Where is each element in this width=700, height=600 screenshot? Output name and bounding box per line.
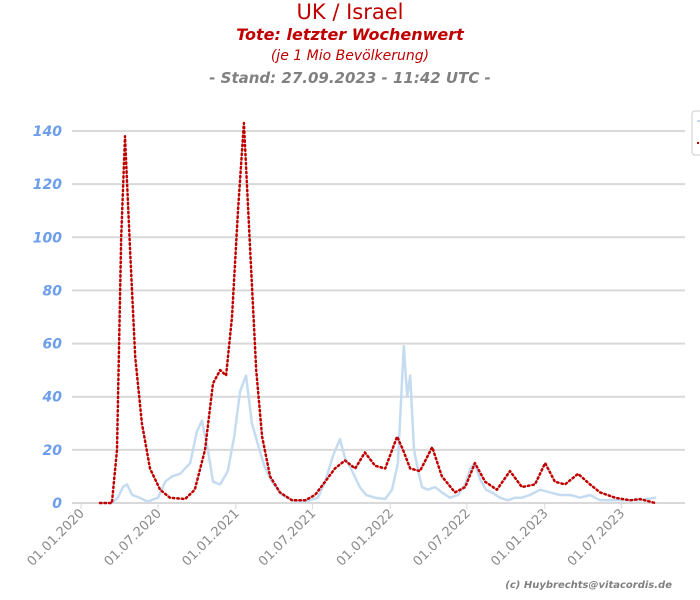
y-tick-label: 0: [52, 496, 62, 512]
chart-subtitle-units: (je 1 Mio Bevölkerung): [270, 48, 430, 64]
x-tick-label: 01.07.2021: [256, 506, 319, 569]
y-tick-label: 60: [43, 337, 63, 353]
x-tick-label: 01.07.2020: [102, 506, 165, 569]
x-tick-label: 01.01.2021: [179, 506, 242, 569]
x-tick-label: 01.07.2023: [565, 506, 628, 569]
x-tick-label: 01.01.2023: [488, 506, 551, 569]
x-tick-label: 01.01.2020: [25, 506, 88, 569]
chart-timestamp: - Stand: 27.09.2023 - 11:42 UTC -: [209, 69, 491, 87]
chart-title: UK / Israel: [296, 0, 404, 24]
y-tick-label: 120: [33, 177, 62, 193]
legend-box: [691, 110, 700, 156]
credit: (c) Huybrechts@vitacordis.de: [505, 580, 672, 591]
y-tick-label: 140: [33, 124, 62, 140]
series-line-1: [98, 121, 657, 505]
y-tick-label: 40: [42, 390, 63, 406]
x-tick-label: 01.07.2022: [410, 506, 473, 569]
x-tick-label: 01.01.2022: [334, 506, 397, 569]
y-tick-label: 80: [43, 283, 63, 299]
y-tick-label: 20: [43, 443, 63, 459]
y-tick-label: 100: [33, 230, 62, 246]
chart-subtitle: Tote: letzter Wochenwert: [236, 25, 464, 44]
series-line-0: [98, 344, 657, 505]
